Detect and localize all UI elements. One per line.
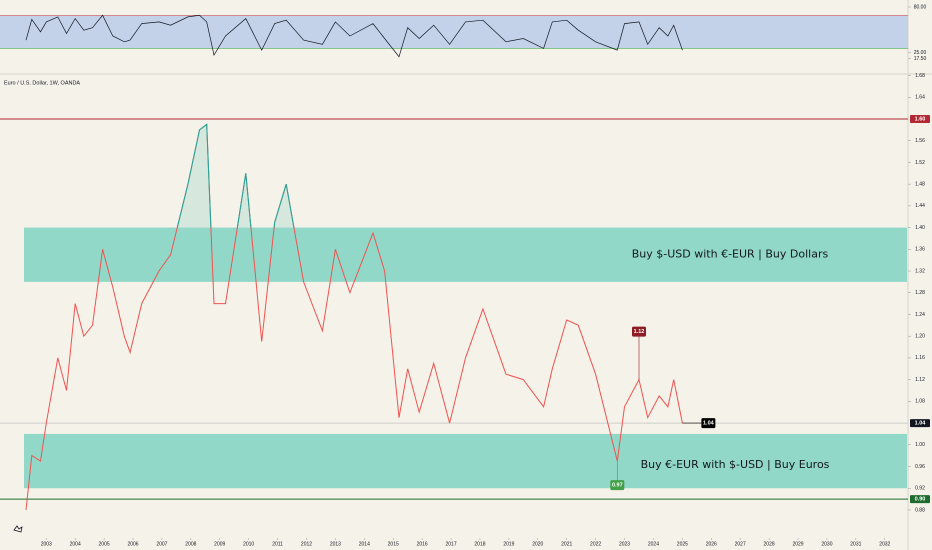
price-level-label: 0.90 <box>915 497 926 503</box>
rsi-tick-label: 80.00 <box>914 4 927 10</box>
x-tick-label: 2032 <box>879 541 890 547</box>
x-tick-label: 2029 <box>792 541 803 547</box>
y-tick-label: 1.68 <box>915 73 925 79</box>
x-tick-label: 2009 <box>214 541 225 547</box>
annotation-label: 1.04 <box>703 421 715 427</box>
x-tick-label: 2005 <box>99 541 110 547</box>
zone-label: Buy $-USD with €-EUR | Buy Dollars <box>632 248 829 261</box>
chart-title: Euro / U.S. Dollar, 1W, OANDA <box>4 80 80 86</box>
zone <box>24 227 907 282</box>
price-line <box>25 123 683 510</box>
y-tick-label: 1.44 <box>915 203 925 209</box>
rsi-band <box>0 15 908 49</box>
x-tick-label: 2012 <box>301 541 312 547</box>
x-tick-label: 2022 <box>590 541 601 547</box>
x-tick-label: 2006 <box>127 541 138 547</box>
y-tick-label: 1.56 <box>915 138 925 144</box>
y-tick-label: 1.00 <box>915 442 925 448</box>
price-level-tag <box>910 495 930 504</box>
x-tick-label: 2018 <box>474 541 485 547</box>
x-tick-label: 2021 <box>561 541 572 547</box>
x-tick-label: 2016 <box>417 541 428 547</box>
x-tick-label: 2011 <box>272 541 283 547</box>
y-tick-label: 1.40 <box>915 225 925 231</box>
x-tick-label: 2007 <box>156 541 167 547</box>
x-tick-label: 2028 <box>764 541 775 547</box>
x-tick-label: 2003 <box>41 541 52 547</box>
x-tick-label: 2024 <box>648 541 659 547</box>
annotation-box <box>631 326 646 337</box>
x-tick-label: 2013 <box>330 541 341 547</box>
x-tick-label: 2014 <box>359 541 370 547</box>
y-tick-label: 1.52 <box>915 160 925 166</box>
y-tick-label: 1.64 <box>915 95 925 101</box>
price-level-label: 1.04 <box>915 421 927 427</box>
y-tick-label: 0.88 <box>915 507 925 513</box>
upper-area <box>177 124 294 228</box>
y-tick-label: 1.32 <box>915 268 925 274</box>
x-tick-label: 2030 <box>821 541 832 547</box>
annotation-label: 0.97 <box>612 483 623 489</box>
y-tick-label: 0.96 <box>915 464 925 470</box>
logo <box>13 525 23 533</box>
rsi-tick-label: 17.50 <box>914 56 927 62</box>
y-tick-label: 1.12 <box>915 377 925 383</box>
annotation-box <box>701 418 716 429</box>
x-tick-label: 2020 <box>532 541 543 547</box>
x-tick-label: 2004 <box>70 541 81 547</box>
y-tick-label: 1.20 <box>915 334 925 340</box>
price-level-tag <box>910 419 930 428</box>
y-tick-label: 1.48 <box>915 181 925 187</box>
x-tick-label: 2031 <box>850 541 861 547</box>
x-tick-label: 2025 <box>677 541 688 547</box>
y-tick-label: 0.92 <box>915 486 925 492</box>
x-tick-label: 2026 <box>706 541 717 547</box>
x-tick-label: 2023 <box>619 541 630 547</box>
annotation-box <box>610 480 625 491</box>
x-tick-label: 2008 <box>185 541 196 547</box>
y-tick-label: 1.28 <box>915 290 925 296</box>
y-tick-label: 1.16 <box>915 355 925 361</box>
annotation-label: 1.12 <box>634 329 645 335</box>
x-tick-label: 2010 <box>243 541 254 547</box>
y-tick-label: 1.08 <box>915 399 925 405</box>
y-tick-label: 1.36 <box>915 247 925 253</box>
x-tick-label: 2027 <box>735 541 746 547</box>
rsi-tick-label: 25.00 <box>914 50 927 56</box>
zone-label: Buy €-EUR with $-USD | Buy Euros <box>641 458 830 471</box>
price-level-tag <box>910 114 930 123</box>
x-tick-label: 2017 <box>445 541 456 547</box>
rsi-line <box>25 14 683 58</box>
x-tick-label: 2015 <box>388 541 399 547</box>
price-level-label: 1.60 <box>915 116 926 122</box>
zone <box>24 433 907 489</box>
x-tick-label: 2019 <box>503 541 514 547</box>
y-tick-label: 1.24 <box>915 312 925 318</box>
